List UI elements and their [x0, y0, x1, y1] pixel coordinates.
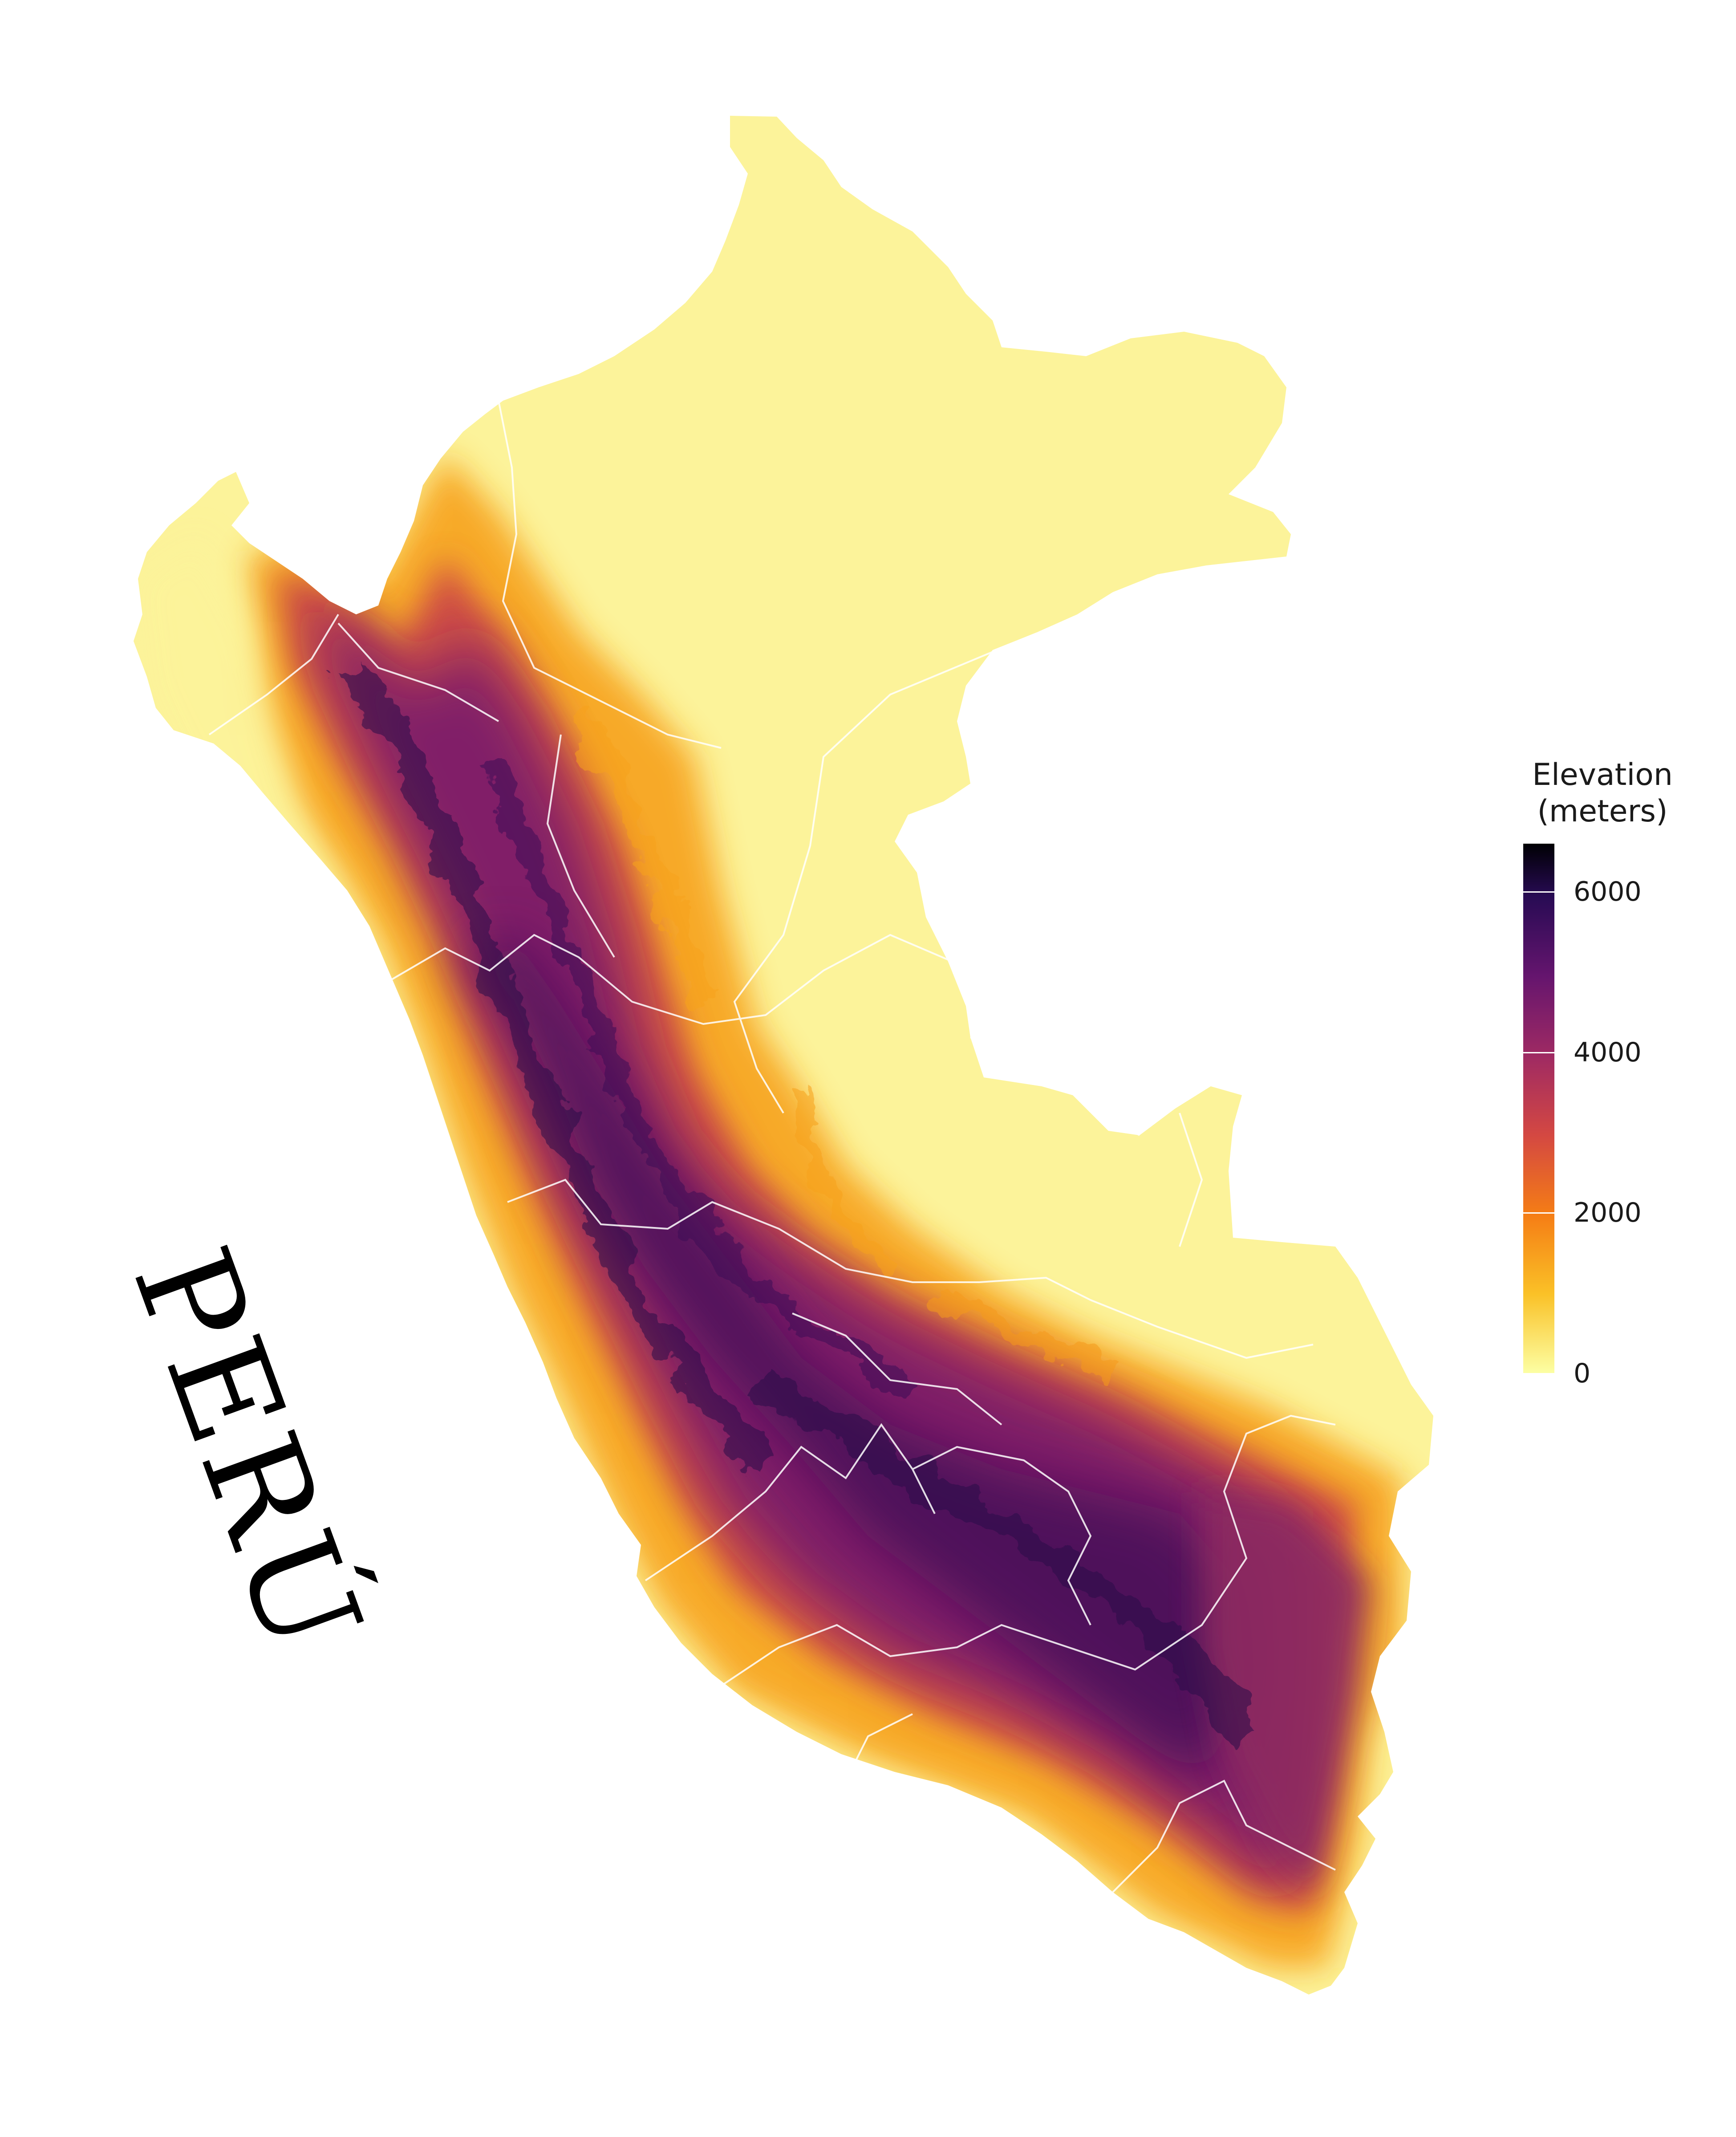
region-border [498, 400, 722, 749]
legend-title-line2: (meters) [1537, 794, 1668, 829]
elevation-legend: Elevation (meters) 0 2000 4000 6000 [1505, 757, 1691, 1389]
region-border [546, 734, 615, 958]
legend-tick-mark [1523, 1373, 1554, 1374]
region-border [845, 1713, 913, 1781]
region-border [970, 1036, 1140, 1136]
legend-colorbar [1523, 844, 1554, 1373]
legend-tick-label: 4000 [1574, 1036, 1642, 1068]
legend-tick-label: 6000 [1574, 876, 1642, 908]
relief-texture [337, 659, 1259, 1746]
legend-title-line1: Elevation [1532, 757, 1673, 792]
legend-tick-mark [1523, 1212, 1554, 1214]
region-borders [208, 400, 1336, 1893]
region-border [912, 1446, 1092, 1625]
region-border [733, 649, 998, 1114]
altiplano [1202, 1491, 1371, 1892]
legend-tick-label: 0 [1574, 1358, 1591, 1389]
legend-title: Elevation (meters) [1505, 757, 1700, 830]
region-border [711, 1414, 1336, 1693]
region-border [645, 1423, 936, 1581]
andes-relief [134, 454, 1402, 1968]
region-border [507, 1178, 1091, 1301]
region-border [792, 1312, 1002, 1426]
region-border [208, 613, 339, 735]
legend-tick-mark [1523, 891, 1554, 893]
region-border [337, 622, 499, 722]
region-border [1112, 1779, 1336, 1893]
region-border [1090, 1299, 1314, 1359]
region-border [1179, 1113, 1203, 1247]
region-border [391, 934, 953, 1025]
legend-tick-mark [1523, 1052, 1554, 1053]
legend-tick-label: 2000 [1574, 1197, 1642, 1229]
